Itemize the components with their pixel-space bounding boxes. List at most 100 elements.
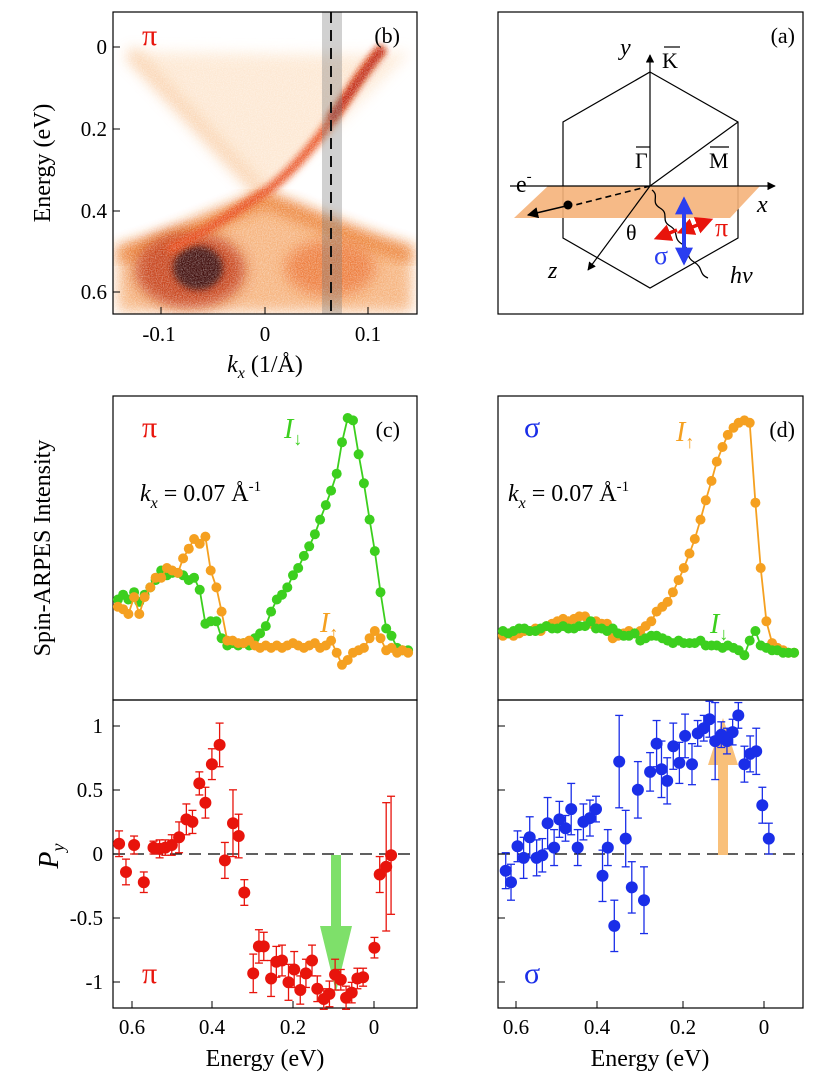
data-point-f-0 [548,841,561,854]
data-point-c-0 [304,541,315,552]
arpes-image [113,12,417,314]
data-point-c-0 [277,589,287,600]
data-point-f-0 [571,841,584,854]
data-point-c-0 [255,628,266,639]
ytick-label: 0.2 [81,117,107,141]
data-point-f-0 [732,709,745,722]
data-point-c-1 [364,633,375,644]
data-point-d-1 [585,616,596,627]
data-point-f-0 [505,876,517,889]
xtick-label: 0.2 [280,1015,306,1039]
yticks-b: 0 0.2 0.4 0.6 [81,35,108,304]
data-point-d-0 [700,495,711,506]
data-point-e-0 [288,963,301,976]
data-point-f-0 [650,737,663,750]
ytick-label: 0 [97,35,108,59]
data-point-e-0 [299,967,312,980]
xtick-label: 0.1 [355,322,381,346]
data-point-c-1 [216,606,227,617]
legend-i-up-d: I↑ [675,417,694,452]
xtick-label: 0 [759,1015,770,1039]
data-point-d-0 [662,596,673,607]
xtick-label: 0.6 [119,1015,145,1039]
data-point-f-0 [559,822,572,835]
ytick-label: -1 [86,970,104,994]
panel-label-c: (c) [376,417,400,442]
xtick-label: 0.4 [584,1015,611,1039]
ytick-label: 0 [93,842,104,866]
data-point-f-0 [738,758,751,771]
data-point-c-0 [381,623,392,634]
data-point-f-0 [679,729,692,742]
data-point-d-0 [706,475,717,486]
data-point-f-0 [583,812,596,825]
data-point-c-0 [326,485,337,496]
data-point-d-1 [789,647,800,658]
data-point-c-0 [194,584,205,595]
data-point-c-0 [337,437,347,448]
data-point-f-0 [762,832,775,845]
xtick-label: 0.6 [503,1015,529,1039]
data-point-f-0 [638,894,650,907]
xtick-label: 0.4 [199,1015,226,1039]
ylabel-b: Energy (eV) [30,104,56,223]
data-point-c-0 [353,449,364,460]
data-point-d-0 [722,429,733,440]
data-point-c-0 [315,514,326,525]
ytick-label: 0.6 [81,280,107,304]
ylabel-c: Spin-ARPES Intensity [30,440,56,657]
data-point-d-0 [744,417,755,428]
data-point-f-0 [511,840,524,853]
xticks-b: -0.1 0 0.1 [142,322,381,346]
data-point-d-0 [711,456,722,467]
electron-path-dashed [574,185,651,206]
data-point-e-0 [257,940,270,953]
data-point-c-1 [403,647,414,658]
xlabel-f: Energy (eV) [591,1046,710,1072]
electron-arrow [526,205,567,219]
data-point-f-0 [631,783,644,796]
data-point-c-0 [369,546,380,557]
data-point-e-0 [227,817,239,830]
xtick-label: 0 [260,322,271,346]
green-down-arrow [320,855,352,992]
data-point-f-0 [523,831,536,844]
data-point-c-0 [386,630,397,641]
data-point-f-0 [697,722,710,735]
data-point-e-0 [199,796,212,809]
data-point-e-0 [186,815,199,828]
data-point-c-1 [326,635,337,646]
data-point-e-0 [385,849,398,862]
data-point-c-1 [183,543,194,554]
data-point-d-0 [689,534,700,544]
data-point-f-0 [726,726,739,739]
data-point-e-0 [165,839,178,851]
data-point-c-1 [200,531,211,542]
data-point-f-0 [619,832,632,845]
data-point-e-0 [247,967,260,980]
ticks-b [113,46,369,314]
data-point-d-0 [750,497,761,508]
electron-dot [563,200,573,210]
data-point-d-0 [667,587,678,598]
data-point-c-1 [129,592,140,603]
pol-symbol-e: π [142,957,157,990]
frame-d [497,395,804,701]
data-point-c-1 [123,609,134,619]
data-point-d-0 [717,442,728,452]
data-point-e-0 [380,860,393,873]
data-point-f-0 [667,740,680,753]
pi-polarization-arrow-left [653,224,678,241]
data-point-f-0 [596,869,609,882]
data-point-e-0 [311,982,324,995]
data-point-e-0 [193,777,206,790]
ytick-label: 0.5 [77,778,103,802]
data-point-c-0 [293,563,304,573]
xticks-bottom: 0.6 0.4 0.2 0 0.6 0.4 0.2 0 [119,1015,769,1039]
data-point-e-0 [218,854,231,867]
data-point-c-1 [369,626,380,636]
data-point-c-0 [298,550,309,561]
pol-symbol-d: σ [524,411,540,444]
label-pi: π [715,213,728,242]
